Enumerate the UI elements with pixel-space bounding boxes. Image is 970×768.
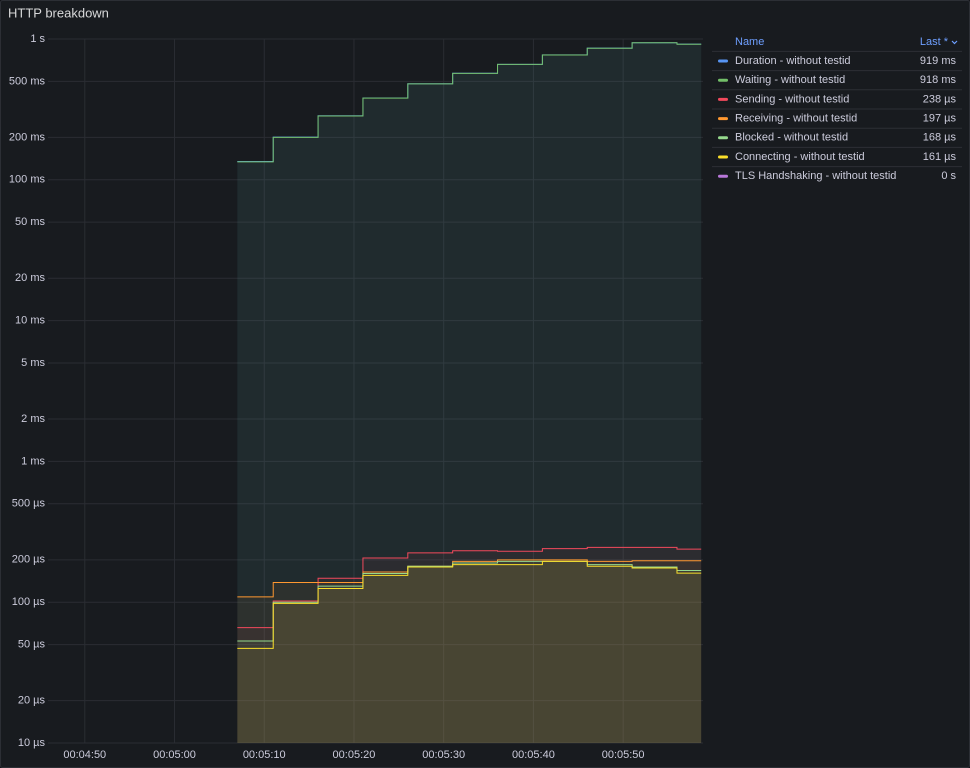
legend-swatch <box>718 59 728 63</box>
y-tick-label: 5 ms <box>21 357 45 369</box>
panel-title: HTTP breakdown <box>8 5 109 20</box>
x-tick-label: 00:04:50 <box>63 749 106 761</box>
legend-swatch <box>718 78 728 82</box>
y-tick-label: 10 µs <box>18 737 46 749</box>
y-tick-label: 100 µs <box>12 596 46 608</box>
area-fill <box>237 561 702 743</box>
legend-swatch <box>718 136 728 140</box>
y-tick-label: 2 ms <box>21 413 45 425</box>
x-tick-label: 00:05:00 <box>153 749 196 761</box>
lines <box>237 42 702 649</box>
axes: 1 s 500 ms 200 ms 100 ms 50 ms 20 ms 10 ms 5 ms… <box>9 33 645 761</box>
x-tick-label: 00:05:40 <box>512 749 555 761</box>
y-tick-label: 500 µs <box>12 498 46 510</box>
legend-name: Receiving - without testid <box>735 113 857 125</box>
area-fill <box>237 42 702 744</box>
sort-icon <box>951 40 958 45</box>
area-fill <box>237 559 702 743</box>
legend-swatch <box>718 97 728 101</box>
x-tick-label: 00:05:50 <box>602 749 645 761</box>
legend-last: 197 µs <box>923 113 957 125</box>
legend-last: 918 ms <box>920 74 957 86</box>
legend-name: TLS Handshaking - without testid <box>735 170 896 182</box>
area-fill <box>237 561 702 743</box>
y-tick-label: 100 ms <box>9 174 46 186</box>
x-tick-label: 00:05:20 <box>333 749 376 761</box>
legend-last: 168 µs <box>923 132 957 144</box>
legend-last: 919 ms <box>920 55 957 67</box>
y-tick-label: 1 ms <box>21 455 45 467</box>
y-tick-label: 50 ms <box>15 216 45 228</box>
y-tick-label: 200 µs <box>12 554 46 566</box>
legend-name: Connecting - without testid <box>735 151 865 163</box>
x-tick-label: 00:05:10 <box>243 749 286 761</box>
series-line <box>237 42 702 163</box>
legend-swatch <box>718 174 728 178</box>
x-tick-label: 00:05:30 <box>422 749 465 761</box>
legend-name: Waiting - without testid <box>735 74 845 86</box>
area-fill <box>237 42 702 744</box>
legend: Name Last * Duration - without testid 919… <box>712 36 962 182</box>
y-tick-label: 1 s <box>30 33 45 45</box>
area-fill <box>237 547 702 743</box>
grid <box>48 38 703 744</box>
legend-name: Blocked - without testid <box>735 132 848 144</box>
y-tick-label: 20 ms <box>15 272 45 284</box>
y-tick-label: 50 µs <box>18 638 46 650</box>
legend-header-name[interactable]: Name <box>735 36 764 48</box>
legend-last: 238 µs <box>923 93 957 105</box>
series-line <box>237 560 702 649</box>
series-line <box>237 559 702 598</box>
legend-name: Duration - without testid <box>735 55 851 67</box>
y-tick-label: 500 ms <box>9 75 46 87</box>
legend-last: 0 s <box>941 170 956 182</box>
y-tick-label: 10 ms <box>15 315 45 327</box>
legend-name: Sending - without testid <box>735 93 849 105</box>
legend-last: 161 µs <box>923 151 957 163</box>
legend-swatch <box>718 155 728 159</box>
y-tick-label: 20 µs <box>18 695 46 707</box>
legend-swatch <box>718 117 728 121</box>
legend-header-last[interactable]: Last * <box>920 36 949 48</box>
areas <box>237 42 702 744</box>
y-tick-label: 200 ms <box>9 131 46 143</box>
